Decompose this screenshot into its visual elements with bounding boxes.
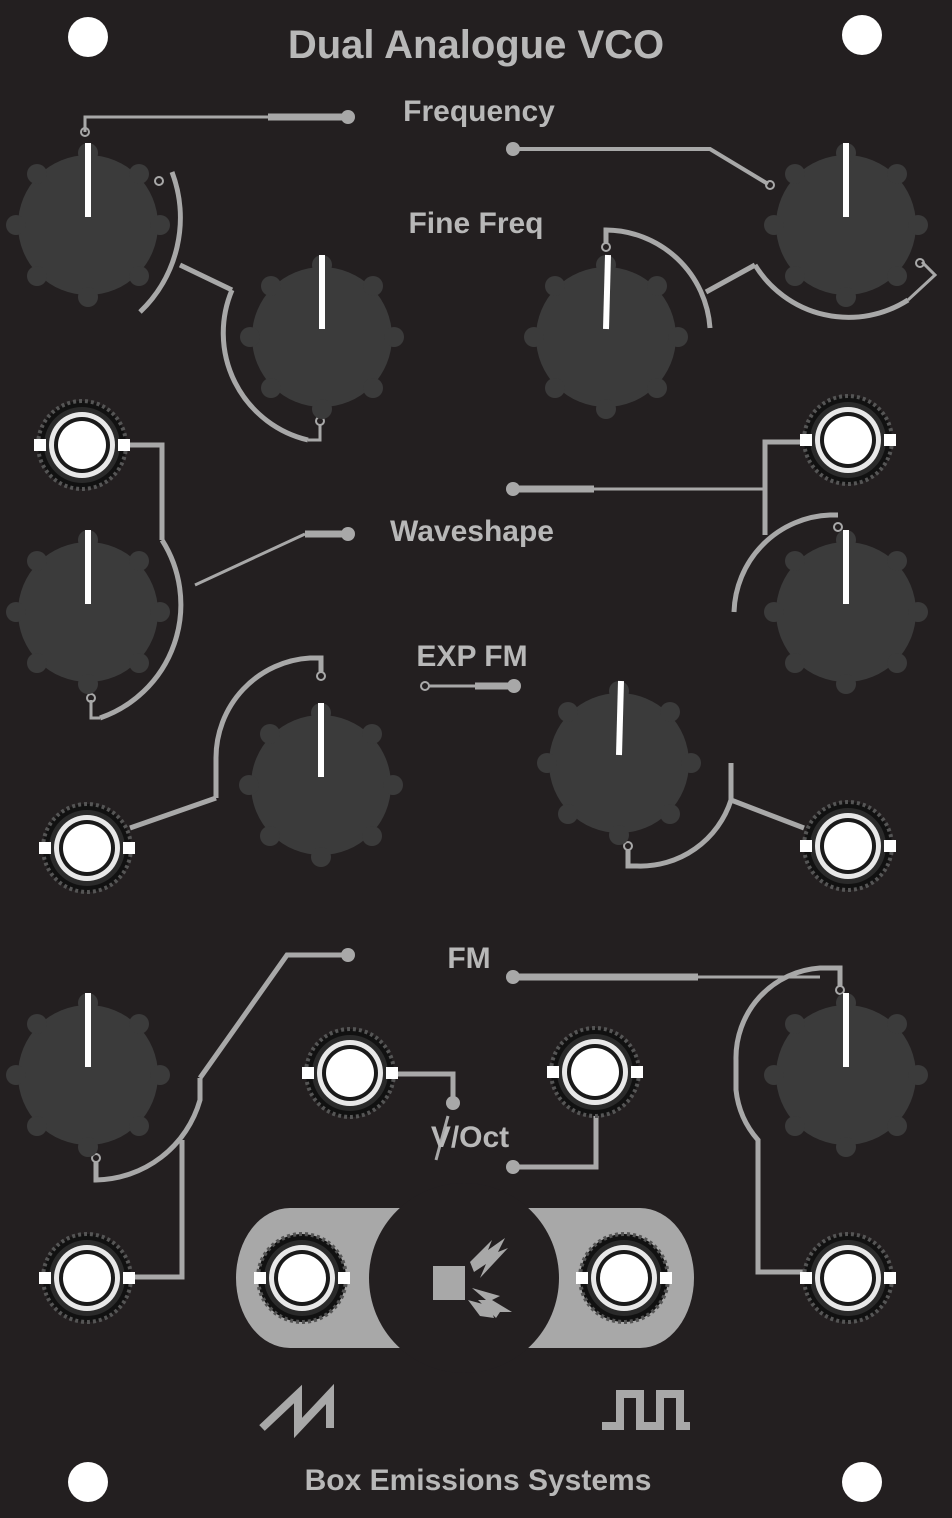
panel-title: Dual Analogue VCO [288, 23, 664, 67]
sync-lightning-icon [433, 1238, 512, 1318]
knob-fm-right[interactable] [764, 993, 928, 1157]
label-waveshape: Waveshape [390, 515, 554, 548]
label-exp-fm: EXP FM [416, 640, 527, 673]
knob-waveshape-left[interactable] [6, 530, 170, 694]
mounting-hole-bottom-left [68, 1462, 108, 1502]
footer-brand: Box Emissions Systems [305, 1464, 652, 1497]
label-voct: V/Oct [431, 1121, 509, 1154]
knob-fm-left[interactable] [6, 993, 170, 1157]
knob-waveshape-right[interactable] [764, 530, 928, 694]
square-wave-icon [602, 1390, 690, 1430]
knob-exp-fm-right[interactable] [537, 680, 701, 845]
knob-exp-fm-left[interactable] [239, 703, 403, 867]
label-fm: FM [447, 942, 490, 975]
knob-fine-freq-left[interactable] [240, 255, 404, 419]
mounting-hole-top-left [68, 17, 108, 57]
knob-frequency-right[interactable] [764, 143, 928, 307]
mounting-hole-bottom-right [842, 1462, 882, 1502]
sawtooth-wave-icon [259, 1383, 334, 1439]
knob-frequency-left[interactable] [6, 143, 170, 307]
label-fine-freq: Fine Freq [408, 207, 543, 240]
knob-fine-freq-right[interactable] [524, 254, 688, 419]
mounting-hole-top-right [842, 15, 882, 55]
label-frequency: Frequency [403, 95, 555, 128]
